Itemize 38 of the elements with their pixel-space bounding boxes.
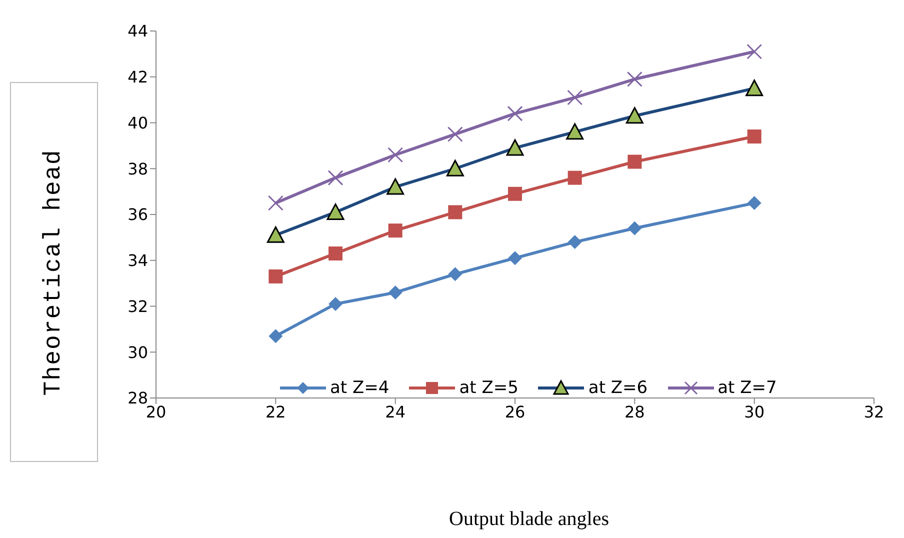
legend-label: at Z=4 [330,378,390,398]
point [328,296,342,311]
point [747,130,762,144]
legend-label: at Z=5 [459,378,518,398]
point [388,224,402,238]
y-tick-label: 28 [128,388,148,408]
x-tick-label: 26 [504,402,526,422]
y-tick-label: 38 [128,159,148,178]
y-tick-label: 44 [128,22,148,41]
point [268,329,283,344]
y-axis-title: Theoretical head [40,148,68,396]
x-tick-label: 20 [146,402,166,422]
legend-label: at Z=7 [718,378,777,398]
x-tick-label: 22 [265,402,286,422]
y-tick-label: 32 [128,296,148,316]
point [568,235,582,250]
point [508,186,522,201]
y-tick-label: 30 [128,342,148,362]
point [568,170,582,185]
point [628,154,642,169]
y-tick-label: 34 [128,251,148,270]
y-tick-label: 42 [128,68,148,87]
point [388,285,402,300]
point [448,267,462,282]
point [628,221,642,236]
point [747,196,762,210]
y-tick-label: 36 [128,205,148,224]
x-tick-label: 32 [864,402,884,422]
point [268,269,283,284]
point [448,205,462,220]
x-tick-label: 30 [744,402,765,422]
x-tick-label: 28 [624,402,645,422]
x-tick-label: 24 [385,402,406,422]
y-tick-label: 40 [128,113,148,132]
point [328,246,342,260]
x-axis-title: Output blade angles [448,508,610,531]
legend-label: at Z=6 [588,378,648,398]
point [508,251,522,266]
